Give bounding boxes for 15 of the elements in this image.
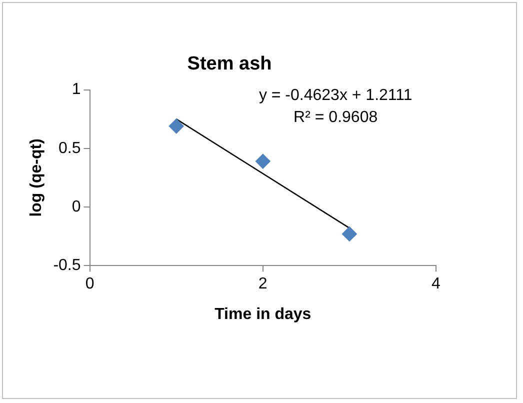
point [342, 226, 357, 242]
y-tick-label: -0.5 [53, 257, 81, 274]
point [255, 154, 270, 169]
x-axis-title: Time in days [214, 306, 312, 323]
annotation: y = -0.4623x + 1.2111 [258, 87, 412, 104]
x-tick-label: 0 [85, 276, 94, 293]
x-tick-label: 4 [432, 276, 441, 293]
y-tick-label: 0.5 [58, 140, 81, 157]
point [168, 118, 184, 134]
x-tick-label: 2 [258, 276, 268, 293]
y-tick-label: 0 [72, 198, 81, 216]
chart-title: Stem ash [187, 54, 272, 75]
y-tick-label: 1 [72, 81, 81, 98]
annotation: R² = 0.9608 [294, 109, 378, 126]
y-axis-title: log (qe-qt) [28, 138, 46, 217]
